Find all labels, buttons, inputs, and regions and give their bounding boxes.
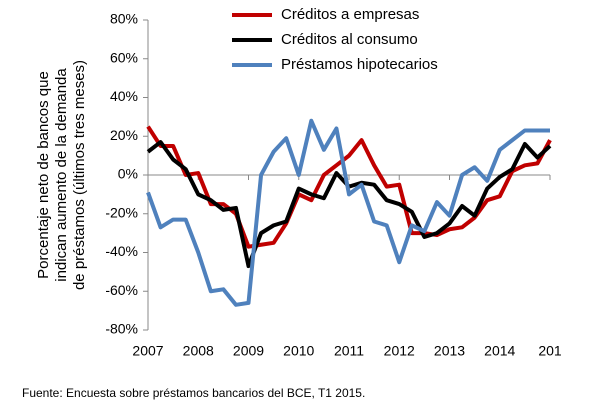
x-tick-label: 2014 — [484, 343, 515, 359]
legend-label: Créditos a empresas — [281, 6, 419, 23]
legend-label: Préstamos hipotecarios — [281, 56, 438, 73]
data-line — [146, 140, 552, 269]
x-tick-label: 201 — [538, 343, 562, 359]
y-tick-label: 40% — [110, 88, 138, 104]
source-note: Fuente: Encuesta sobre préstamos bancari… — [22, 386, 365, 400]
y-tick-label: -40% — [105, 243, 138, 259]
y-tick-label: 20% — [110, 127, 138, 143]
x-tick-label: 2013 — [434, 343, 465, 359]
y-tick-label: 60% — [110, 49, 138, 65]
y-tick-label: 80% — [110, 11, 138, 27]
y-tick-label: -80% — [105, 321, 138, 337]
y-axis-label: de préstamos (últimos tres meses) — [71, 60, 88, 290]
y-tick-label: 0% — [118, 166, 138, 182]
x-tick-label: 2010 — [283, 343, 314, 359]
y-tick-label: -20% — [105, 204, 138, 220]
data-line — [146, 118, 550, 307]
x-tick-label: 2007 — [132, 343, 163, 359]
legend-label: Créditos al consumo — [281, 31, 418, 48]
y-tick-label: -60% — [105, 282, 138, 298]
y-axis-label: Porcentaje neto de bancos que — [35, 71, 52, 279]
x-tick-label: 2011 — [334, 343, 364, 359]
y-axis-label: indican aumento de la demanda — [53, 68, 70, 282]
x-tick-label: 2012 — [384, 343, 415, 359]
x-tick-label: 2008 — [183, 343, 214, 359]
x-tick-label: 2009 — [233, 343, 264, 359]
